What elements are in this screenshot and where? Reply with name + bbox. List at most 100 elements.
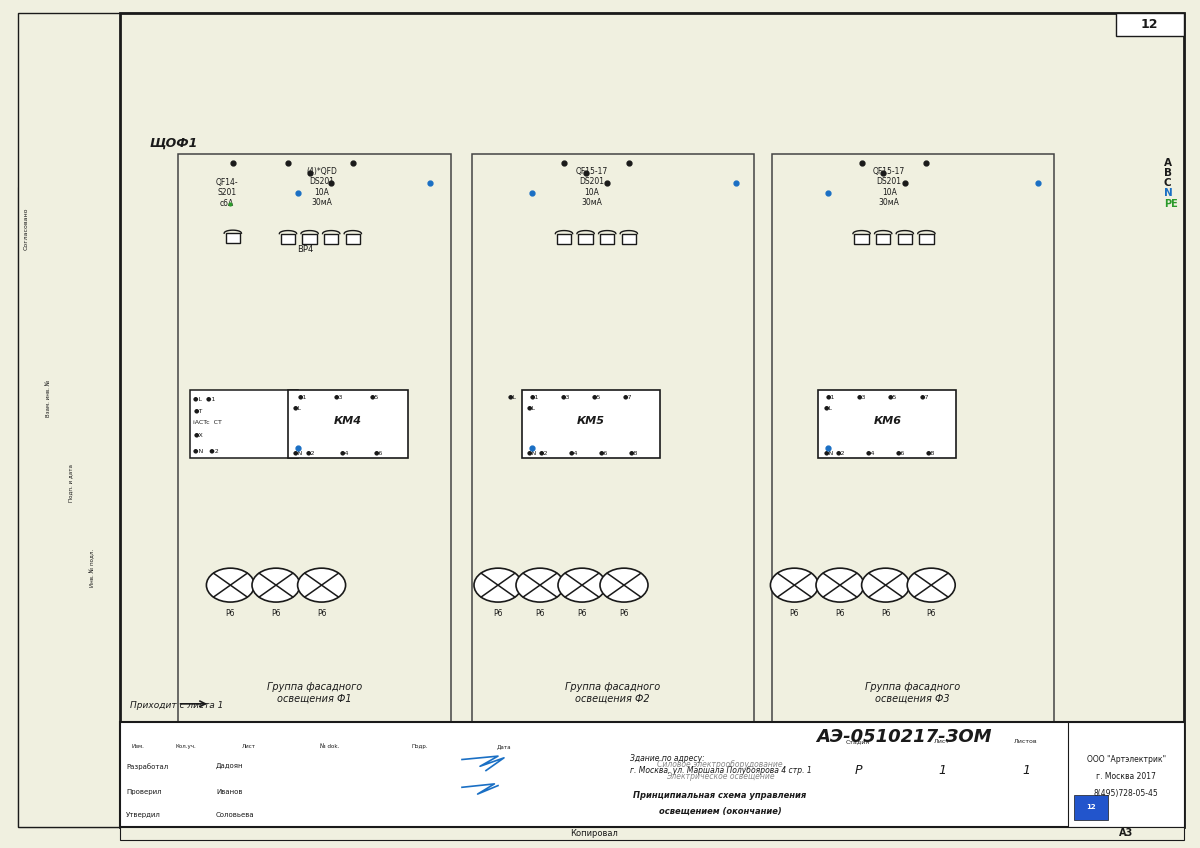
Text: ●L: ●L [823, 405, 833, 410]
Text: Согласовано: Согласовано [24, 208, 29, 250]
Circle shape [252, 568, 300, 602]
Bar [1074, 795, 1108, 820]
Text: ●L: ●L [508, 394, 516, 399]
Text: Взам. инв. №: Взам. инв. № [46, 380, 50, 417]
Text: Р6: Р6 [881, 609, 890, 618]
Text: ●N: ●N [293, 450, 304, 455]
Bar [472, 154, 754, 722]
Bar [600, 234, 614, 244]
Bar [302, 234, 317, 244]
Text: Принципиальная схема управления: Принципиальная схема управления [634, 791, 806, 800]
Text: ●N   ●2: ●N ●2 [193, 449, 218, 454]
Text: PE: PE [1164, 198, 1177, 209]
Text: ●2: ●2 [539, 450, 548, 455]
Text: ●6: ●6 [373, 450, 383, 455]
Bar [1116, 13, 1184, 36]
Text: Кол.уч.: Кол.уч. [175, 745, 197, 749]
Text: N: N [1164, 188, 1172, 198]
Text: ВР4: ВР4 [298, 245, 314, 254]
Text: ●1: ●1 [826, 394, 835, 399]
Text: Р6: Р6 [835, 609, 845, 618]
Circle shape [474, 568, 522, 602]
Text: ●2: ●2 [306, 450, 316, 455]
Text: ●T: ●T [193, 409, 203, 414]
Bar [190, 390, 298, 458]
Text: освещением (окончание): освещением (окончание) [659, 806, 781, 816]
Bar [288, 390, 408, 458]
Text: ●8: ●8 [925, 450, 935, 455]
Text: Подр.: Подр. [412, 745, 428, 749]
Circle shape [558, 568, 606, 602]
Bar [578, 234, 593, 244]
Text: ●3: ●3 [560, 394, 570, 399]
Bar [818, 390, 956, 458]
Bar [522, 390, 660, 458]
Circle shape [816, 568, 864, 602]
Bar [281, 234, 295, 244]
Text: Электрическое освещение: Электрическое освещение [666, 773, 774, 781]
Bar [120, 827, 1184, 840]
Text: ●4: ●4 [569, 450, 578, 455]
Text: 1: 1 [1022, 764, 1030, 777]
Text: 8(495)728-05-45: 8(495)728-05-45 [1094, 789, 1158, 798]
Text: Проверил: Проверил [126, 789, 162, 795]
Text: Р6: Р6 [226, 609, 235, 618]
Circle shape [770, 568, 818, 602]
Text: Силовое электрооборудование: Силовое электрооборудование [658, 760, 782, 769]
Text: Изм.: Изм. [132, 745, 144, 749]
Text: ●3: ●3 [334, 394, 343, 399]
Bar [130, 154, 1168, 722]
Text: ●3: ●3 [857, 394, 866, 399]
Text: Приходит с листа 1: Приходит с листа 1 [130, 701, 223, 710]
Text: ●X: ●X [193, 432, 203, 438]
Text: (4)*QFD
DS201
10А
30мА: (4)*QFD DS201 10А 30мА [306, 167, 337, 207]
Bar [898, 234, 912, 244]
Text: ●5: ●5 [888, 394, 898, 399]
Text: Р6: Р6 [535, 609, 545, 618]
Bar [226, 233, 240, 243]
Text: ●L: ●L [293, 405, 302, 410]
Text: Иванов: Иванов [216, 789, 242, 795]
Text: Р6: Р6 [317, 609, 326, 618]
Bar [1068, 722, 1184, 827]
Text: QF15-17
DS201
10А
30мА: QF15-17 DS201 10А 30мА [576, 167, 607, 207]
Text: 12: 12 [1086, 804, 1096, 811]
Circle shape [206, 568, 254, 602]
Text: ●7: ●7 [919, 394, 929, 399]
Text: Р6: Р6 [271, 609, 281, 618]
Bar [557, 234, 571, 244]
Text: ●1: ●1 [298, 394, 307, 399]
Text: Группа фасадного
освещения Ф1: Группа фасадного освещения Ф1 [266, 683, 362, 704]
Text: B: B [1164, 168, 1172, 178]
Text: ●N: ●N [527, 450, 538, 455]
Bar [876, 234, 890, 244]
Text: Р6: Р6 [619, 609, 629, 618]
Text: Р6: Р6 [493, 609, 503, 618]
Text: Дата: Дата [497, 745, 511, 749]
Text: Соловьева: Соловьева [216, 812, 254, 818]
Text: Утвердил: Утвердил [126, 812, 161, 818]
Text: ●6: ●6 [895, 450, 905, 455]
Circle shape [516, 568, 564, 602]
Text: ●6: ●6 [599, 450, 608, 455]
Text: ●8: ●8 [629, 450, 638, 455]
Circle shape [907, 568, 955, 602]
Text: ●5: ●5 [370, 394, 379, 399]
Text: ЩОФ1: ЩОФ1 [150, 137, 198, 150]
Bar [346, 234, 360, 244]
Text: г. Москва, ул. Маршала Полубоярова 4 стр. 1: г. Москва, ул. Маршала Полубоярова 4 стр… [630, 767, 811, 775]
Text: АЭ-0510217-ЗОМ: АЭ-0510217-ЗОМ [816, 728, 992, 746]
Bar [772, 154, 1054, 722]
Text: ●4: ●4 [340, 450, 349, 455]
Bar [622, 234, 636, 244]
Text: № dok.: № dok. [320, 745, 340, 749]
Text: Разработал: Разработал [126, 763, 168, 770]
Text: ●2: ●2 [835, 450, 845, 455]
Text: Здание по адресу:: Здание по адресу: [630, 754, 704, 763]
Circle shape [298, 568, 346, 602]
Circle shape [600, 568, 648, 602]
Text: А3: А3 [1120, 828, 1133, 838]
Text: КМ6: КМ6 [874, 416, 901, 426]
Text: Р6: Р6 [577, 609, 587, 618]
Text: ●4: ●4 [865, 450, 875, 455]
